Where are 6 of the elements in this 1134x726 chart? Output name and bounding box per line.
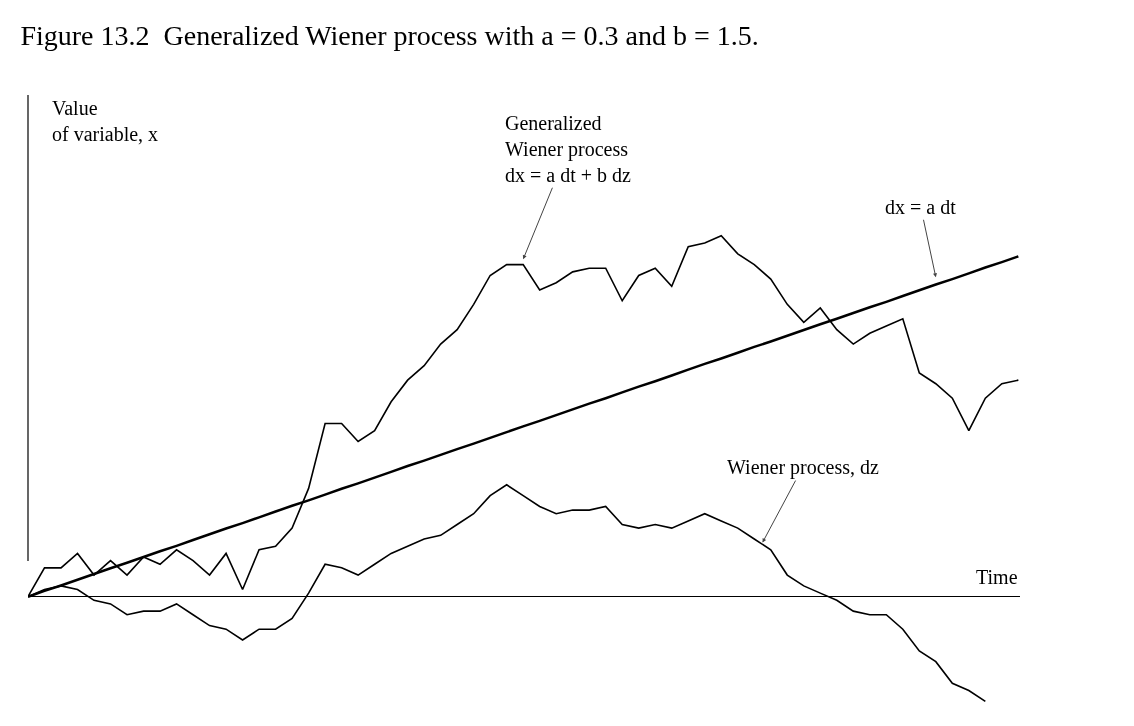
x-axis-title: Time xyxy=(976,566,1018,588)
chart-title: Figure 13.2 Generalized Wiener process with a = 0.3 and b = 1.5. xyxy=(20,20,759,52)
annotation: Wiener process, dz xyxy=(727,456,880,479)
y-axis-title: Value of variable, x xyxy=(52,97,159,145)
text: Generalized Wiener process dx = a dt + b dz xyxy=(505,112,631,186)
text: dx = a dt xyxy=(885,196,957,218)
